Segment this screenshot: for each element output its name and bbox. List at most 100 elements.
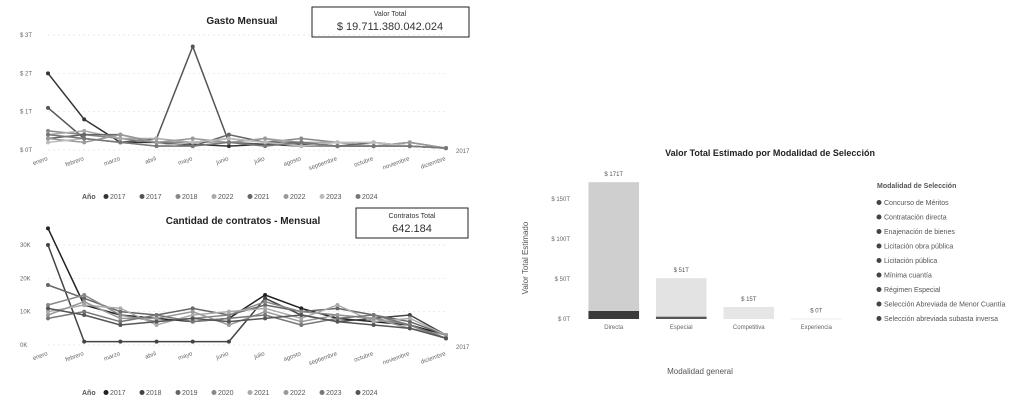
series-point bbox=[335, 140, 340, 145]
series-point bbox=[335, 303, 340, 307]
legend-label: Licitación pública bbox=[884, 258, 937, 265]
series-point bbox=[154, 316, 159, 321]
series-point bbox=[407, 316, 412, 321]
contracts-kpi-card bbox=[355, 207, 469, 239]
bar-segment bbox=[655, 278, 707, 317]
legend-label: 2022 bbox=[290, 194, 306, 201]
series-point bbox=[226, 132, 231, 137]
x-tick-label: febrero bbox=[65, 156, 86, 168]
series-point bbox=[82, 293, 87, 297]
series-point bbox=[407, 313, 412, 317]
legend-label: 2019 bbox=[182, 390, 198, 397]
legend-label: 2024 bbox=[362, 194, 378, 201]
legend-label: Licitación obra pública bbox=[884, 244, 953, 251]
series-point bbox=[263, 136, 268, 141]
legend-marker bbox=[319, 194, 325, 199]
contracts-series-lines bbox=[46, 226, 448, 344]
spend-kpi-value: $ 19.711.380.042.024 bbox=[337, 21, 443, 33]
legend-marker bbox=[876, 316, 882, 321]
x-tick-label: octubre bbox=[353, 351, 374, 364]
legend-label: Enajenación de bienes bbox=[884, 229, 955, 236]
series-point bbox=[154, 136, 159, 141]
series-point bbox=[46, 283, 50, 287]
bar-x-axis: Directa Especial Competitiva Experiencia bbox=[604, 325, 832, 331]
series-point bbox=[118, 132, 123, 137]
x-tick-label: septiembre bbox=[308, 156, 339, 172]
series-point bbox=[82, 339, 87, 344]
series-point bbox=[46, 313, 50, 317]
spend-y-axis: $ 3T $ 2T $ 1T $ 0T bbox=[20, 33, 32, 154]
series-point bbox=[299, 306, 304, 311]
series-point bbox=[299, 319, 304, 324]
x-tick-label: noviembre bbox=[382, 156, 411, 171]
x-tick-label: abril bbox=[145, 156, 158, 166]
x-tick-label: julio bbox=[253, 156, 267, 166]
series-point bbox=[335, 313, 340, 317]
series-point bbox=[371, 316, 376, 321]
legend-marker bbox=[876, 243, 882, 249]
series-point bbox=[226, 140, 231, 145]
series-line bbox=[47, 228, 447, 336]
series-point bbox=[46, 306, 50, 311]
series-point bbox=[118, 136, 123, 141]
spend-x-axis: enero febrero marzo abril mayo junio julio agos… bbox=[32, 156, 447, 172]
bar-y-axis-title: Valor Total Estimado bbox=[521, 221, 530, 294]
series-point bbox=[263, 144, 268, 149]
series-point bbox=[407, 140, 412, 145]
contracts-kpi-label: Contratos Total bbox=[389, 213, 436, 220]
x-tick-label: julio bbox=[253, 351, 267, 361]
series-point bbox=[190, 309, 195, 314]
x-tick-label: abril bbox=[145, 351, 158, 361]
legend-marker bbox=[876, 258, 882, 263]
x-tick-label: agosto bbox=[283, 351, 303, 363]
series-point bbox=[190, 44, 195, 49]
bar-legend: Concurso de Méritos Contratación directa E… bbox=[876, 200, 1006, 323]
series-point bbox=[263, 303, 268, 307]
spend-series-lines bbox=[46, 44, 448, 151]
series-point bbox=[82, 132, 87, 137]
series-point bbox=[82, 136, 87, 141]
series-point bbox=[263, 296, 268, 301]
legend-marker bbox=[876, 287, 882, 292]
x-tick-label: noviembre bbox=[382, 351, 411, 366]
series-point bbox=[299, 323, 304, 327]
spend-chart-panel: Gasto Mensual Valor Total $ 19.711.380.0… bbox=[20, 6, 470, 201]
series-point bbox=[407, 319, 412, 324]
series-point bbox=[82, 299, 87, 304]
series-point bbox=[444, 146, 448, 151]
series-point bbox=[335, 319, 340, 324]
y-tick-label: $ 2T bbox=[20, 71, 32, 77]
bar-value-label: $ 51T bbox=[674, 268, 690, 274]
series-point bbox=[46, 132, 50, 137]
series-point bbox=[407, 323, 412, 327]
series-point bbox=[371, 319, 376, 324]
legend-marker bbox=[283, 390, 289, 395]
y-tick-label: 10K bbox=[20, 310, 31, 316]
y-tick-label: $ 0T bbox=[20, 148, 32, 154]
series-point bbox=[263, 313, 268, 317]
series-point bbox=[371, 313, 376, 317]
series-point bbox=[371, 323, 376, 327]
x-tick-label: enero bbox=[32, 156, 49, 167]
series-point bbox=[46, 309, 50, 314]
series-point bbox=[46, 226, 50, 231]
series-point bbox=[407, 326, 412, 331]
series-line bbox=[47, 304, 447, 336]
legend-marker bbox=[876, 301, 882, 307]
legend-marker bbox=[247, 390, 253, 395]
contracts-chart-title: Cantidad de contratos - Mensual bbox=[166, 216, 321, 227]
series-point bbox=[82, 313, 87, 317]
series-point bbox=[263, 293, 268, 297]
x-tick-label: mayo bbox=[178, 351, 194, 362]
series-point bbox=[118, 319, 123, 324]
x-tick-label: junio bbox=[215, 156, 231, 167]
y-tick-label: 30K bbox=[20, 243, 31, 249]
series-point bbox=[118, 339, 123, 344]
bar-chart-title: Valor Total Estimado por Modalidad de Se… bbox=[665, 148, 875, 158]
x-tick-label: marzo bbox=[103, 156, 121, 168]
y-tick-label: $ 100T bbox=[551, 237, 570, 243]
bar-x-axis-title: Modalidad general bbox=[667, 367, 733, 376]
legend-label: 2017 bbox=[110, 390, 126, 397]
series-point bbox=[154, 319, 159, 324]
contracts-x-axis: enero febrero marzo abril mayo junio julio agos… bbox=[32, 351, 447, 367]
